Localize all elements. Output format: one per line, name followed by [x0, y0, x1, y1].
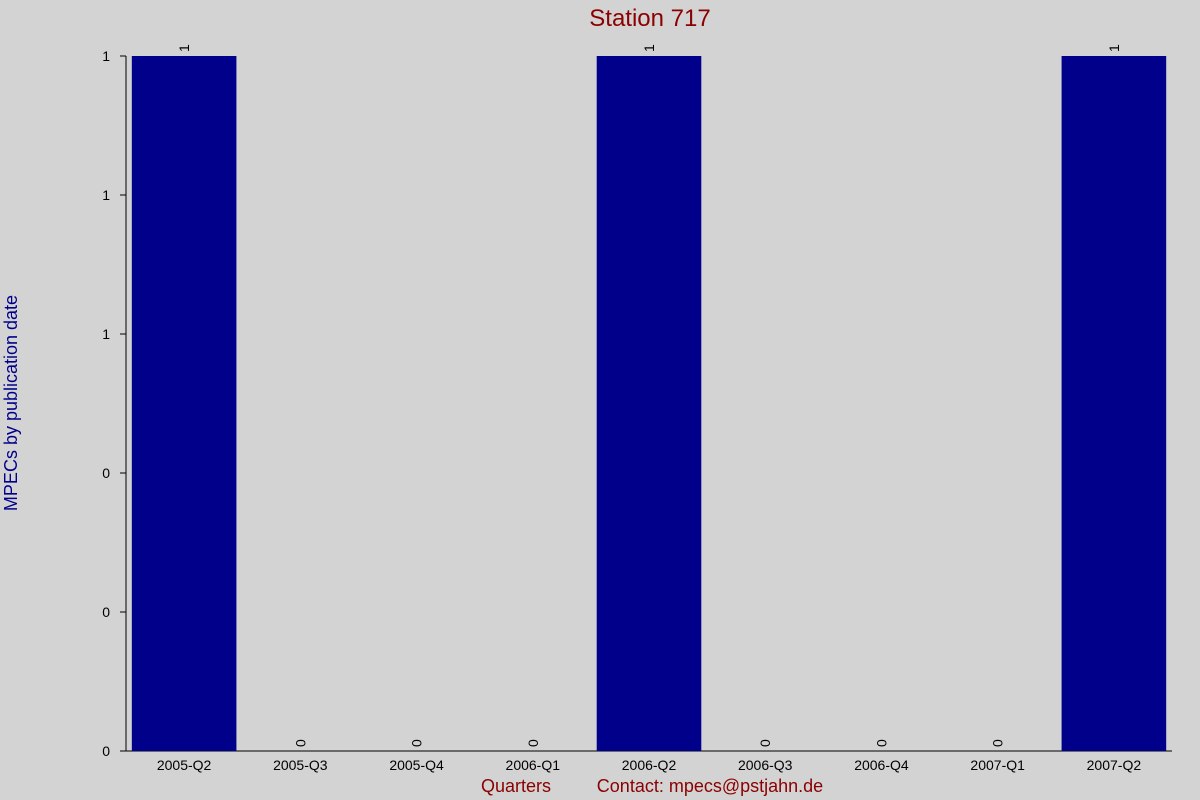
y-tick-label: 0	[102, 465, 110, 481]
data-label: 1	[1106, 44, 1122, 52]
y-tick-label: 1	[102, 187, 110, 203]
x-tick-label: 2007-Q2	[1087, 757, 1142, 773]
bar	[131, 56, 237, 751]
x-tick-label: 2006-Q2	[622, 757, 677, 773]
data-label: 0	[292, 739, 308, 747]
x-tick-label: 2007-Q1	[970, 757, 1025, 773]
x-tick-label: 2006-Q4	[854, 757, 909, 773]
x-tick-label: 2005-Q2	[157, 757, 212, 773]
y-axis-label: MPECs by publication date	[1, 295, 21, 511]
y-tick-label: 1	[102, 326, 110, 342]
data-label: 0	[409, 739, 425, 747]
data-label: 1	[641, 44, 657, 52]
y-tick-label: 0	[102, 743, 110, 759]
x-tick-label: 2006-Q1	[506, 757, 561, 773]
y-tick-label: 0	[102, 604, 110, 620]
data-label: 0	[990, 739, 1006, 747]
data-label: 0	[525, 739, 541, 747]
x-axis-label: Quarters	[481, 776, 551, 796]
footer: Contact: mpecs@pstjahn.de	[597, 776, 823, 796]
x-tick-label: 2005-Q3	[273, 757, 328, 773]
data-label: 1	[176, 44, 192, 52]
y-tick-label: 1	[102, 48, 110, 64]
data-label: 0	[873, 739, 889, 747]
chart-title: Station 717	[589, 5, 710, 32]
x-tick-label: 2006-Q3	[738, 757, 793, 773]
bar	[1061, 56, 1167, 751]
x-tick-label: 2005-Q4	[389, 757, 444, 773]
data-label: 0	[757, 739, 773, 747]
bar	[596, 56, 702, 751]
